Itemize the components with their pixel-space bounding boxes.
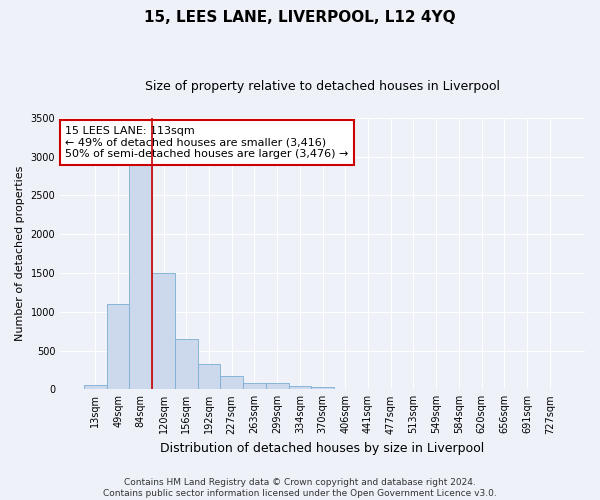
Text: Contains HM Land Registry data © Crown copyright and database right 2024.
Contai: Contains HM Land Registry data © Crown c… [103,478,497,498]
X-axis label: Distribution of detached houses by size in Liverpool: Distribution of detached houses by size … [160,442,485,455]
Text: 15 LEES LANE: 113sqm
← 49% of detached houses are smaller (3,416)
50% of semi-de: 15 LEES LANE: 113sqm ← 49% of detached h… [65,126,349,159]
Bar [107,304,130,390]
Bar [175,339,197,390]
Bar [243,382,266,390]
Bar [220,376,243,390]
Bar [289,386,311,390]
Bar [84,386,107,390]
Title: Size of property relative to detached houses in Liverpool: Size of property relative to detached ho… [145,80,500,93]
Bar [311,387,334,390]
Y-axis label: Number of detached properties: Number of detached properties [15,166,25,341]
Bar [197,364,220,390]
Text: 15, LEES LANE, LIVERPOOL, L12 4YQ: 15, LEES LANE, LIVERPOOL, L12 4YQ [144,10,456,25]
Bar [130,152,152,390]
Bar [266,383,289,390]
Bar [334,388,356,390]
Bar [152,273,175,390]
